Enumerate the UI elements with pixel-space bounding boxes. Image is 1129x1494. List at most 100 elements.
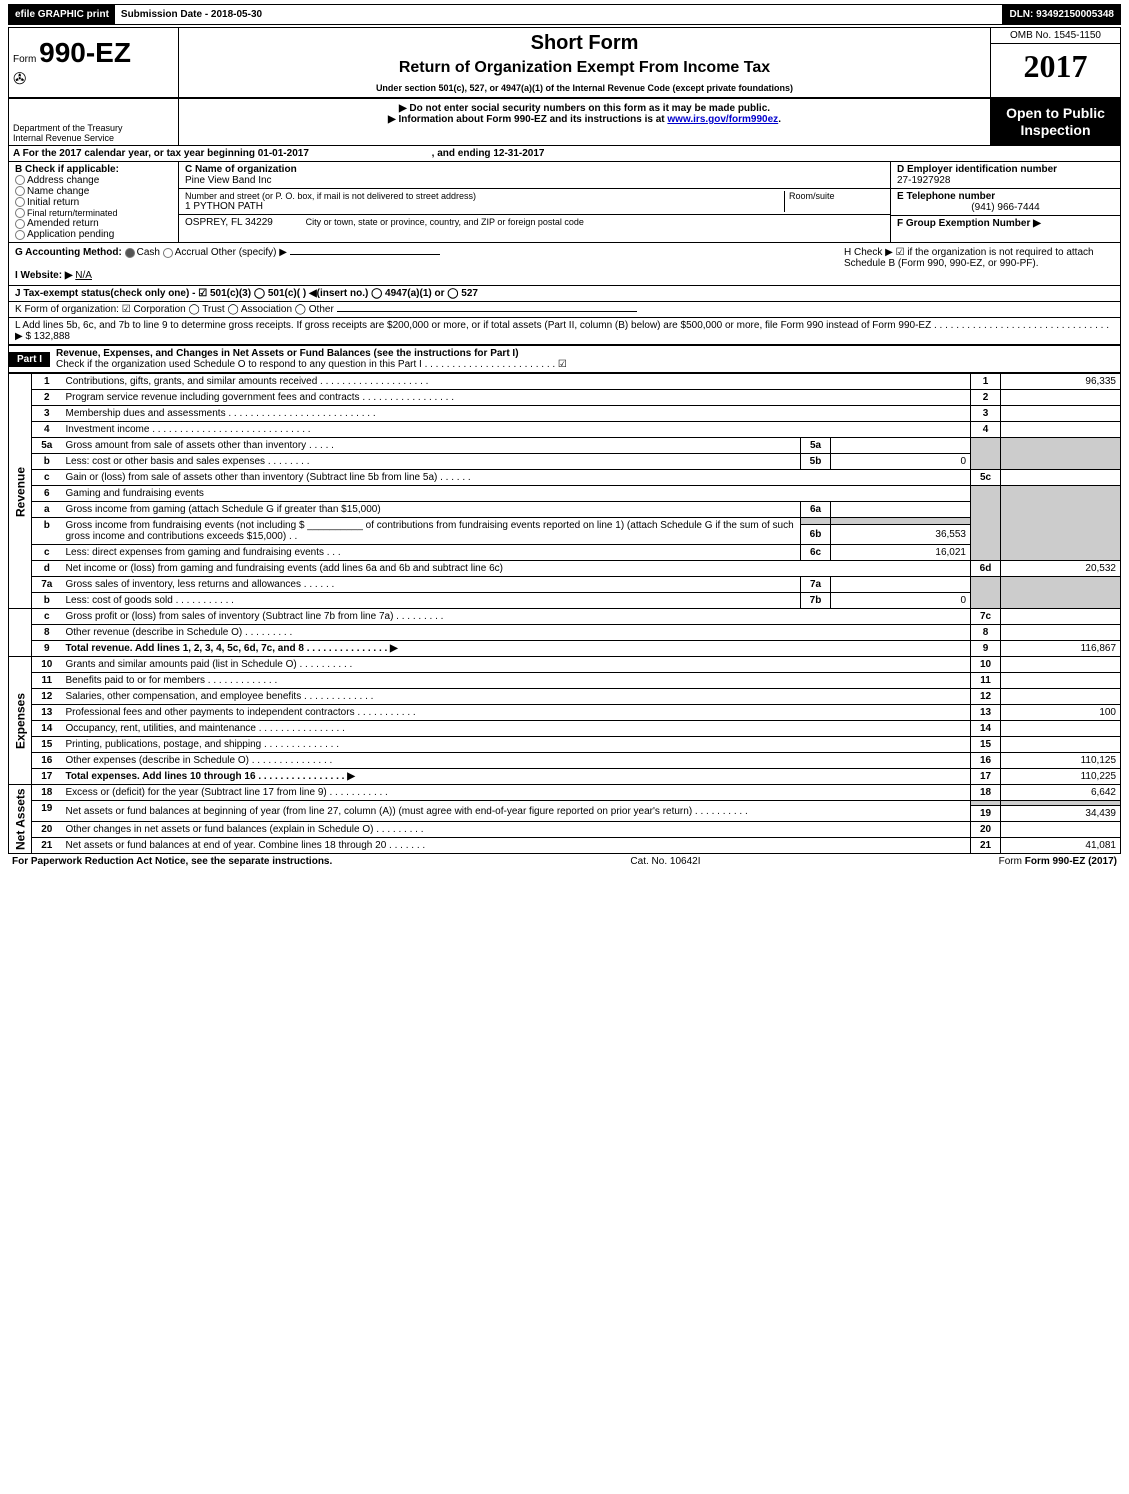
l8-desc: Other revenue (describe in Schedule O) .… bbox=[62, 625, 971, 641]
table-row: c Gross profit or (loss) from sales of i… bbox=[9, 609, 1121, 625]
l13-desc: Professional fees and other payments to … bbox=[62, 705, 971, 721]
chk-cash[interactable] bbox=[125, 248, 135, 258]
l6d-desc: Net income or (loss) from gaming and fun… bbox=[62, 561, 971, 577]
chk-pending[interactable]: Application pending bbox=[15, 229, 172, 240]
chk-accrual[interactable] bbox=[163, 248, 173, 258]
l6a-midnum: 6a bbox=[801, 502, 831, 518]
footer-right: Form Form 990-EZ (2017) bbox=[999, 856, 1117, 867]
l6d-num: d bbox=[32, 561, 62, 577]
l6-num: 6 bbox=[32, 486, 62, 502]
table-row: 13 Professional fees and other payments … bbox=[9, 705, 1121, 721]
table-row: b Less: cost or other basis and sales ex… bbox=[9, 454, 1121, 470]
l14-endval bbox=[1001, 721, 1121, 737]
table-row: 11 Benefits paid to or for members . . .… bbox=[9, 673, 1121, 689]
l7a-num: 7a bbox=[32, 577, 62, 593]
chk-initial[interactable]: Initial return bbox=[15, 197, 172, 208]
chk-address[interactable]: Address change bbox=[15, 175, 172, 186]
group-exemption-row: F Group Exemption Number ▶ bbox=[891, 216, 1120, 231]
shaded-cell bbox=[971, 438, 1001, 470]
header-right: OMB No. 1545-1150 2017 bbox=[990, 28, 1120, 97]
form-header: Form 990-EZ ✇ Short Form Return of Organ… bbox=[8, 27, 1121, 99]
note-info-suffix: . bbox=[778, 114, 781, 125]
l6c-num: c bbox=[32, 545, 62, 561]
l21-desc: Net assets or fund balances at end of ye… bbox=[62, 838, 971, 854]
chk-amended[interactable]: Amended return bbox=[15, 218, 172, 229]
l15-endval bbox=[1001, 737, 1121, 753]
table-row: 5a Gross amount from sale of assets othe… bbox=[9, 438, 1121, 454]
l20-num: 20 bbox=[32, 822, 62, 838]
l3-endval bbox=[1001, 406, 1121, 422]
omb-number: OMB No. 1545-1150 bbox=[991, 28, 1120, 44]
l20-desc: Other changes in net assets or fund bala… bbox=[62, 822, 971, 838]
l5c-endval bbox=[1001, 470, 1121, 486]
l7a-midnum: 7a bbox=[801, 577, 831, 593]
l6b-desc: Gross income from fundraising events (no… bbox=[62, 518, 801, 545]
l16-endval: 110,125 bbox=[1001, 753, 1121, 769]
table-row: 15 Printing, publications, postage, and … bbox=[9, 737, 1121, 753]
netassets-sidelabel: Net Assets bbox=[9, 785, 32, 854]
cash-label: Cash bbox=[137, 247, 160, 258]
l11-desc: Benefits paid to or for members . . . . … bbox=[62, 673, 971, 689]
note-no-ssn: ▶ Do not enter social security numbers o… bbox=[183, 103, 986, 114]
table-row: 12 Salaries, other compensation, and emp… bbox=[9, 689, 1121, 705]
l9-desc: Total revenue. Add lines 1, 2, 3, 4, 5c,… bbox=[62, 641, 971, 657]
l11-num: 11 bbox=[32, 673, 62, 689]
l5c-endnum: 5c bbox=[971, 470, 1001, 486]
l3-num: 3 bbox=[32, 406, 62, 422]
chk-initial-label: Initial return bbox=[27, 197, 79, 208]
l15-endnum: 15 bbox=[971, 737, 1001, 753]
l9-endnum: 9 bbox=[971, 641, 1001, 657]
l7b-desc: Less: cost of goods sold . . . . . . . .… bbox=[62, 593, 801, 609]
l5a-midnum: 5a bbox=[801, 438, 831, 454]
note-info: ▶ Information about Form 990-EZ and its … bbox=[183, 114, 986, 125]
l8-num: 8 bbox=[32, 625, 62, 641]
table-row: 19 Net assets or fund balances at beginn… bbox=[9, 801, 1121, 806]
l6c-midval: 16,021 bbox=[831, 545, 971, 561]
line-k: K Form of organization: ☑ Corporation ◯ … bbox=[8, 302, 1121, 318]
check-label: B Check if applicable: bbox=[15, 164, 172, 175]
header-notes: ▶ Do not enter social security numbers o… bbox=[179, 99, 990, 145]
street-address: 1 PYTHON PATH bbox=[185, 201, 784, 212]
accrual-label: Accrual bbox=[175, 247, 208, 258]
chk-final-label: Final return/terminated bbox=[27, 208, 118, 218]
l1-num: 1 bbox=[32, 374, 62, 390]
section-b-mid: C Name of organization Pine View Band In… bbox=[179, 162, 890, 243]
l5a-desc: Gross amount from sale of assets other t… bbox=[62, 438, 801, 454]
section-b: B Check if applicable: Address change Na… bbox=[8, 162, 1121, 244]
form-prefix: Form bbox=[13, 54, 36, 65]
part1-desc: Revenue, Expenses, and Changes in Net As… bbox=[50, 346, 1120, 372]
l6b-midnum: 6b bbox=[801, 524, 831, 545]
chk-final[interactable]: Final return/terminated bbox=[15, 208, 172, 219]
phone: (941) 966-7444 bbox=[897, 202, 1114, 213]
shaded-cell bbox=[1001, 438, 1121, 470]
f-label: F Group Exemption Number ▶ bbox=[897, 218, 1114, 229]
info-link[interactable]: www.irs.gov/form990ez bbox=[667, 114, 778, 125]
l11-endnum: 11 bbox=[971, 673, 1001, 689]
part1-header-row: Part I Revenue, Expenses, and Changes in… bbox=[8, 345, 1121, 373]
l18-num: 18 bbox=[32, 785, 62, 801]
l12-num: 12 bbox=[32, 689, 62, 705]
chk-name[interactable]: Name change bbox=[15, 186, 172, 197]
l14-endnum: 14 bbox=[971, 721, 1001, 737]
table-row: c Gain or (loss) from sale of assets oth… bbox=[9, 470, 1121, 486]
open-to-public: Open to Public Inspection bbox=[991, 99, 1120, 145]
d-label: D Employer identification number bbox=[897, 164, 1114, 175]
section-g: G Accounting Method: Cash Accrual Other … bbox=[15, 247, 844, 281]
l11-endval bbox=[1001, 673, 1121, 689]
e-label: E Telephone number bbox=[897, 191, 1114, 202]
l7b-midnum: 7b bbox=[801, 593, 831, 609]
l5b-midnum: 5b bbox=[801, 454, 831, 470]
table-row: 16 Other expenses (describe in Schedule … bbox=[9, 753, 1121, 769]
shaded-cell bbox=[1001, 486, 1121, 561]
l10-num: 10 bbox=[32, 657, 62, 673]
l13-endnum: 13 bbox=[971, 705, 1001, 721]
l19-num: 19 bbox=[32, 801, 62, 822]
table-row: 4 Investment income . . . . . . . . . . … bbox=[9, 422, 1121, 438]
table-row: b Less: cost of goods sold . . . . . . .… bbox=[9, 593, 1121, 609]
shaded-cell bbox=[1001, 577, 1121, 609]
l4-endnum: 4 bbox=[971, 422, 1001, 438]
city-row: OSPREY, FL 34229 City or town, state or … bbox=[179, 215, 890, 230]
l10-endnum: 10 bbox=[971, 657, 1001, 673]
l16-desc: Other expenses (describe in Schedule O) … bbox=[62, 753, 971, 769]
l5c-desc: Gain or (loss) from sale of assets other… bbox=[62, 470, 971, 486]
